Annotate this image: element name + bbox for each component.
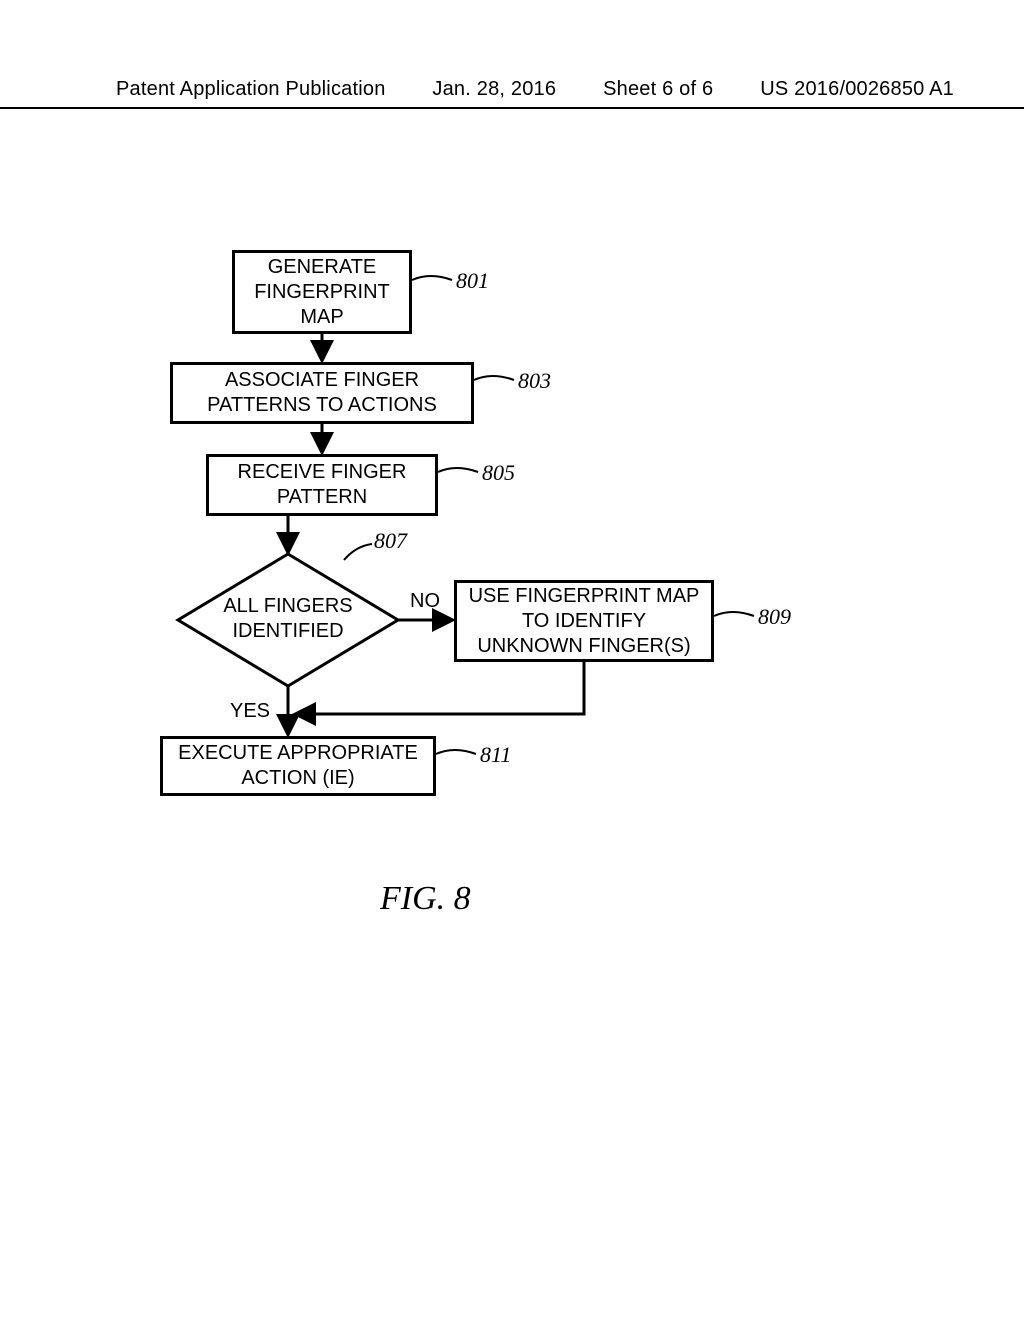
- ref-801: 801: [456, 268, 489, 294]
- ref-807: 807: [374, 528, 407, 554]
- header-left: Patent Application Publication: [116, 78, 386, 101]
- header-pubnum: US 2016/0026850 A1: [760, 78, 954, 101]
- node-811-text: EXECUTE APPROPRIATE ACTION (IE): [173, 741, 423, 791]
- node-807-text: ALL FINGERS IDENTIFIED: [210, 594, 366, 644]
- ref-803: 803: [518, 368, 551, 394]
- header-date: Jan. 28, 2016: [432, 78, 556, 101]
- node-809: USE FINGERPRINT MAP TO IDENTIFY UNKNOWN …: [454, 580, 714, 662]
- page-header: Patent Application Publication Jan. 28, …: [0, 78, 1024, 109]
- node-803-text: ASSOCIATE FINGER PATTERNS TO ACTIONS: [183, 368, 461, 418]
- node-809-text: USE FINGERPRINT MAP TO IDENTIFY UNKNOWN …: [467, 584, 701, 659]
- node-805-text: RECEIVE FINGER PATTERN: [219, 460, 425, 510]
- edge-label-yes: YES: [230, 700, 270, 723]
- node-805: RECEIVE FINGER PATTERN: [206, 454, 438, 516]
- edge-label-no: NO: [410, 590, 440, 613]
- ref-805: 805: [482, 460, 515, 486]
- node-811: EXECUTE APPROPRIATE ACTION (IE): [160, 736, 436, 796]
- ref-809: 809: [758, 604, 791, 630]
- node-801-text: GENERATE FINGERPRINT MAP: [245, 255, 399, 330]
- header-sheet: Sheet 6 of 6: [603, 78, 713, 101]
- figure-caption: FIG. 8: [380, 880, 471, 918]
- ref-811: 811: [480, 742, 511, 768]
- node-801: GENERATE FINGERPRINT MAP: [232, 250, 412, 334]
- node-803: ASSOCIATE FINGER PATTERNS TO ACTIONS: [170, 362, 474, 424]
- flowchart: GENERATE FINGERPRINT MAP ASSOCIATE FINGE…: [130, 250, 890, 970]
